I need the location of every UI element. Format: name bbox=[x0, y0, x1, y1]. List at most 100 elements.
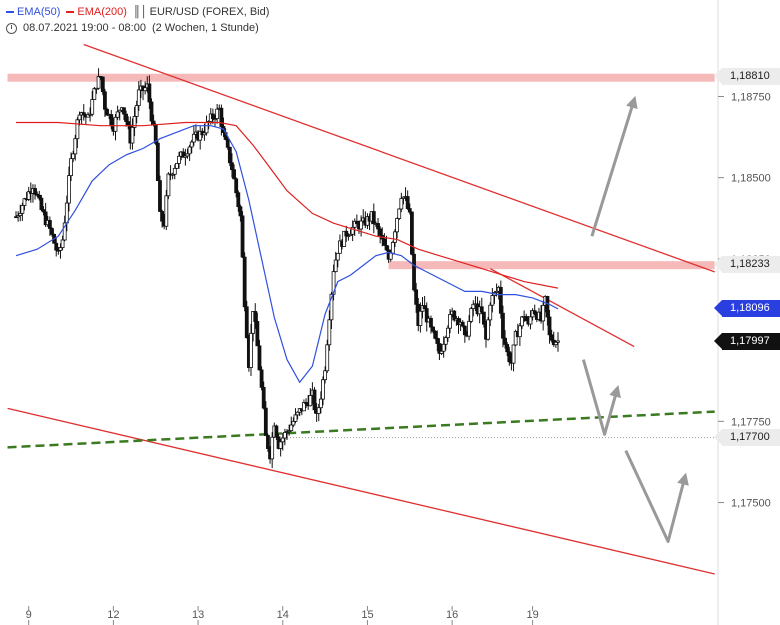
candle-body bbox=[388, 252, 393, 260]
candle-body bbox=[266, 435, 270, 449]
candle-body bbox=[460, 321, 465, 327]
candle-body bbox=[100, 76, 105, 93]
candle-body bbox=[433, 330, 438, 339]
candle-body bbox=[155, 142, 160, 182]
x-tick-label: 14 bbox=[277, 609, 289, 621]
chart-subtitle: 08.07.2021 19:00 - 08:00 (2 Wochen, 1 St… bbox=[6, 22, 259, 34]
candle-body bbox=[342, 230, 347, 247]
candle-body bbox=[134, 105, 139, 117]
candle-body bbox=[189, 141, 194, 148]
candle-body bbox=[414, 289, 419, 305]
price-tag: 1,18233 bbox=[714, 255, 780, 273]
candles bbox=[14, 68, 560, 469]
candle-body bbox=[41, 209, 46, 213]
candle-body bbox=[556, 340, 560, 343]
legend-instrument[interactable]: ║│ EUR/USD (FOREX, Bid) bbox=[133, 6, 269, 18]
candle-body bbox=[43, 211, 48, 226]
candle-body bbox=[541, 304, 546, 322]
legend-ema50-label: EMA(50) bbox=[17, 6, 61, 18]
ema50-line bbox=[15, 125, 559, 384]
candle-body bbox=[494, 290, 499, 293]
candle-body bbox=[295, 411, 300, 416]
legend-ema50[interactable]: EMA(50) bbox=[6, 6, 60, 18]
candle-body bbox=[486, 319, 491, 340]
candle-body bbox=[327, 319, 332, 346]
candle-body bbox=[435, 337, 440, 344]
resistance-zone bbox=[388, 261, 715, 270]
candle-body bbox=[338, 240, 342, 254]
candle-body bbox=[498, 286, 503, 314]
instrument-label: EUR/USD (FOREX, Bid) bbox=[149, 6, 270, 18]
candle-body bbox=[287, 430, 292, 433]
candle-body bbox=[33, 188, 37, 195]
candle-body bbox=[316, 407, 321, 414]
candle-body bbox=[253, 311, 258, 322]
candle-body bbox=[86, 114, 90, 118]
projection-arrow bbox=[581, 359, 619, 436]
candle-body bbox=[20, 205, 25, 214]
projection-arrow bbox=[624, 449, 687, 543]
candle-body bbox=[261, 386, 266, 409]
candle-body bbox=[187, 146, 192, 155]
candle-body bbox=[378, 228, 383, 236]
legend-ema200[interactable]: EMA(200) bbox=[66, 6, 127, 18]
x-tick-label: 16 bbox=[446, 609, 458, 621]
candle-body bbox=[263, 407, 268, 436]
candle-body bbox=[346, 235, 351, 238]
candle-body bbox=[92, 88, 97, 100]
candle-body bbox=[210, 113, 215, 120]
candle-body bbox=[291, 420, 296, 426]
candle-body bbox=[553, 341, 558, 346]
trendline-lower-channel bbox=[7, 407, 715, 575]
candle-body bbox=[136, 89, 141, 106]
candle-body bbox=[75, 119, 80, 140]
candle-body bbox=[16, 215, 21, 218]
candle-body bbox=[35, 193, 40, 196]
candle-body bbox=[22, 198, 27, 206]
candle-body bbox=[352, 220, 357, 228]
candle-body bbox=[371, 211, 376, 225]
candle-body bbox=[359, 220, 364, 230]
candle-body bbox=[354, 220, 359, 225]
price-tag: 1,18810 bbox=[714, 68, 780, 86]
candle-body bbox=[115, 111, 120, 118]
candle-body bbox=[219, 107, 224, 127]
candle-body bbox=[443, 337, 448, 345]
candle-body bbox=[62, 222, 67, 241]
candle-body bbox=[418, 310, 423, 326]
candle-body bbox=[158, 180, 162, 212]
candle-body bbox=[471, 303, 476, 309]
candle-body bbox=[424, 308, 429, 323]
ema50-swatch bbox=[6, 11, 14, 13]
candle-body bbox=[344, 230, 349, 237]
candle-body bbox=[60, 239, 65, 248]
candle-body bbox=[126, 121, 131, 126]
candle-body bbox=[181, 151, 186, 158]
candle-body bbox=[198, 130, 203, 141]
candle-body bbox=[177, 155, 181, 164]
ema200-line bbox=[16, 121, 559, 289]
projection-arrow bbox=[590, 99, 636, 237]
candle-body bbox=[505, 344, 510, 353]
x-tick-label: 9 bbox=[26, 609, 32, 621]
candle-body bbox=[54, 242, 59, 251]
candle-body bbox=[479, 306, 484, 313]
candle-body bbox=[67, 175, 71, 204]
candle-body bbox=[202, 132, 207, 136]
candle-body bbox=[149, 101, 154, 122]
candle-body bbox=[172, 167, 177, 175]
candle-body bbox=[64, 202, 69, 224]
projection-arrows bbox=[581, 95, 689, 543]
candle-body bbox=[240, 215, 245, 258]
candle-body bbox=[376, 223, 380, 230]
candle-body bbox=[236, 192, 241, 208]
legend-ema200-label: EMA(200) bbox=[77, 6, 127, 18]
y-tick-label: 1,17750 bbox=[731, 416, 771, 428]
candlestick-icon: ║│ bbox=[132, 6, 148, 18]
candle-body bbox=[77, 114, 82, 121]
arrow-head bbox=[677, 472, 689, 486]
candle-body bbox=[143, 87, 148, 92]
candle-body bbox=[255, 321, 260, 347]
candle-body bbox=[437, 343, 442, 354]
